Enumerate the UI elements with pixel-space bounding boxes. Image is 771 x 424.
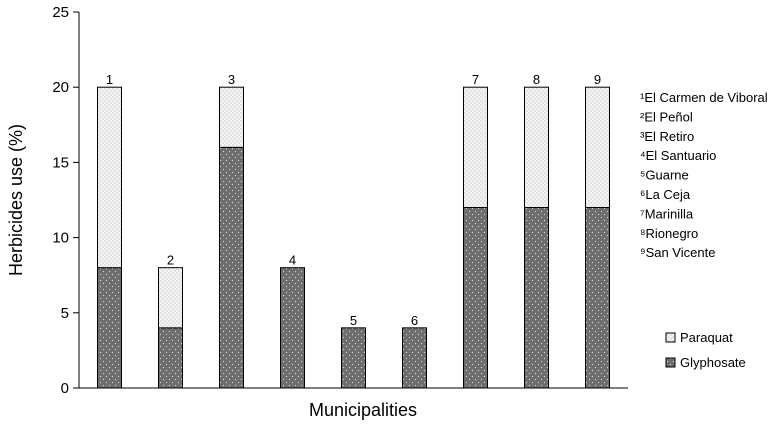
y-tick-label: 10 [52, 230, 69, 247]
municipality-legend-item: ⁹San Vicente [640, 245, 715, 260]
bar-paraquat [97, 86, 122, 269]
municipality-legend-item: ³El Retiro [640, 129, 694, 144]
municipality-legend-item: ⁴El Santuario [640, 148, 716, 163]
municipality-legend-item: ⁸Rionegro [640, 226, 698, 241]
bar-paraquat [585, 86, 610, 209]
municipality-legend-item: ⁶La Ceja [640, 187, 691, 202]
bar-glyphosate [402, 327, 427, 389]
y-tick-label: 25 [52, 4, 69, 21]
bar-category-label: 4 [289, 253, 296, 268]
bar-glyphosate [280, 267, 305, 389]
y-tick-label: 5 [61, 305, 69, 322]
series-legend-label: Glyphosate [680, 355, 746, 370]
bar-glyphosate [585, 207, 610, 389]
municipality-legend-item: ⁷Marinilla [640, 206, 694, 221]
municipality-legend-item: ²El Peñol [640, 109, 693, 124]
series-legend-label: Paraquat [680, 330, 733, 345]
municipality-legend-item: ¹El Carmen de Viboral [640, 90, 768, 105]
bar-glyphosate [219, 146, 244, 389]
series-legend: Paraquat Glyphosate [665, 330, 746, 370]
bar-category-label: 5 [350, 313, 357, 328]
bar-paraquat [463, 86, 488, 209]
bar-category-label: 2 [167, 253, 174, 268]
series-legend-swatch [665, 332, 676, 343]
municipality-legend-item: ⁵Guarne [640, 168, 689, 183]
series-legend-swatch [665, 357, 676, 368]
bar-category-label: 3 [228, 72, 235, 87]
y-tick-label: 15 [52, 154, 69, 171]
bar-glyphosate [158, 327, 183, 389]
bar-glyphosate [463, 207, 488, 389]
bar-paraquat [524, 86, 549, 209]
bar-paraquat [219, 86, 244, 148]
bar-category-label: 9 [594, 72, 601, 87]
bar-paraquat [158, 267, 183, 329]
y-tick-label: 20 [52, 79, 69, 96]
y-tick-label: 0 [61, 380, 69, 397]
bar-category-label: 8 [533, 72, 540, 87]
municipality-legend: ¹El Carmen de Viboral ²El Peñol ³El Retiro… [640, 90, 768, 260]
bar-category-label: 1 [106, 72, 113, 87]
bar-glyphosate [97, 267, 122, 389]
bar-glyphosate [341, 327, 366, 389]
x-axis-title: Municipalities [309, 400, 417, 420]
bar-glyphosate [524, 207, 549, 389]
bar-category-label: 6 [411, 313, 418, 328]
bar-category-label: 7 [472, 72, 479, 87]
y-axis-title: Herbicides use (%) [6, 124, 26, 276]
